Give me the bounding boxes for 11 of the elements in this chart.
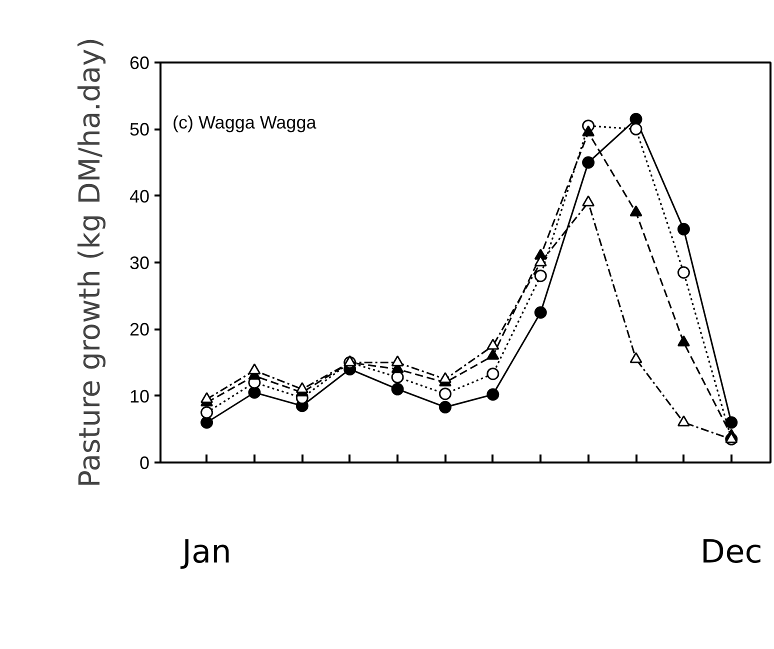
annotation: (c) Wagga Wagga (172, 112, 318, 132)
y-axis-title: Pasture growth (kg DM/ha.day) (72, 37, 106, 488)
y-tick-label: 0 (139, 453, 150, 473)
y-tick-label: 20 (129, 320, 150, 340)
y-tick-label: 60 (129, 53, 150, 73)
y-tick-label: 30 (129, 253, 150, 273)
y-tick-label: 50 (129, 120, 150, 140)
y-tick-label: 10 (129, 386, 150, 406)
x-tick-label: Dec (700, 532, 762, 570)
y-tick-label: 40 (129, 186, 150, 206)
x-tick-label: Jan (180, 532, 232, 570)
